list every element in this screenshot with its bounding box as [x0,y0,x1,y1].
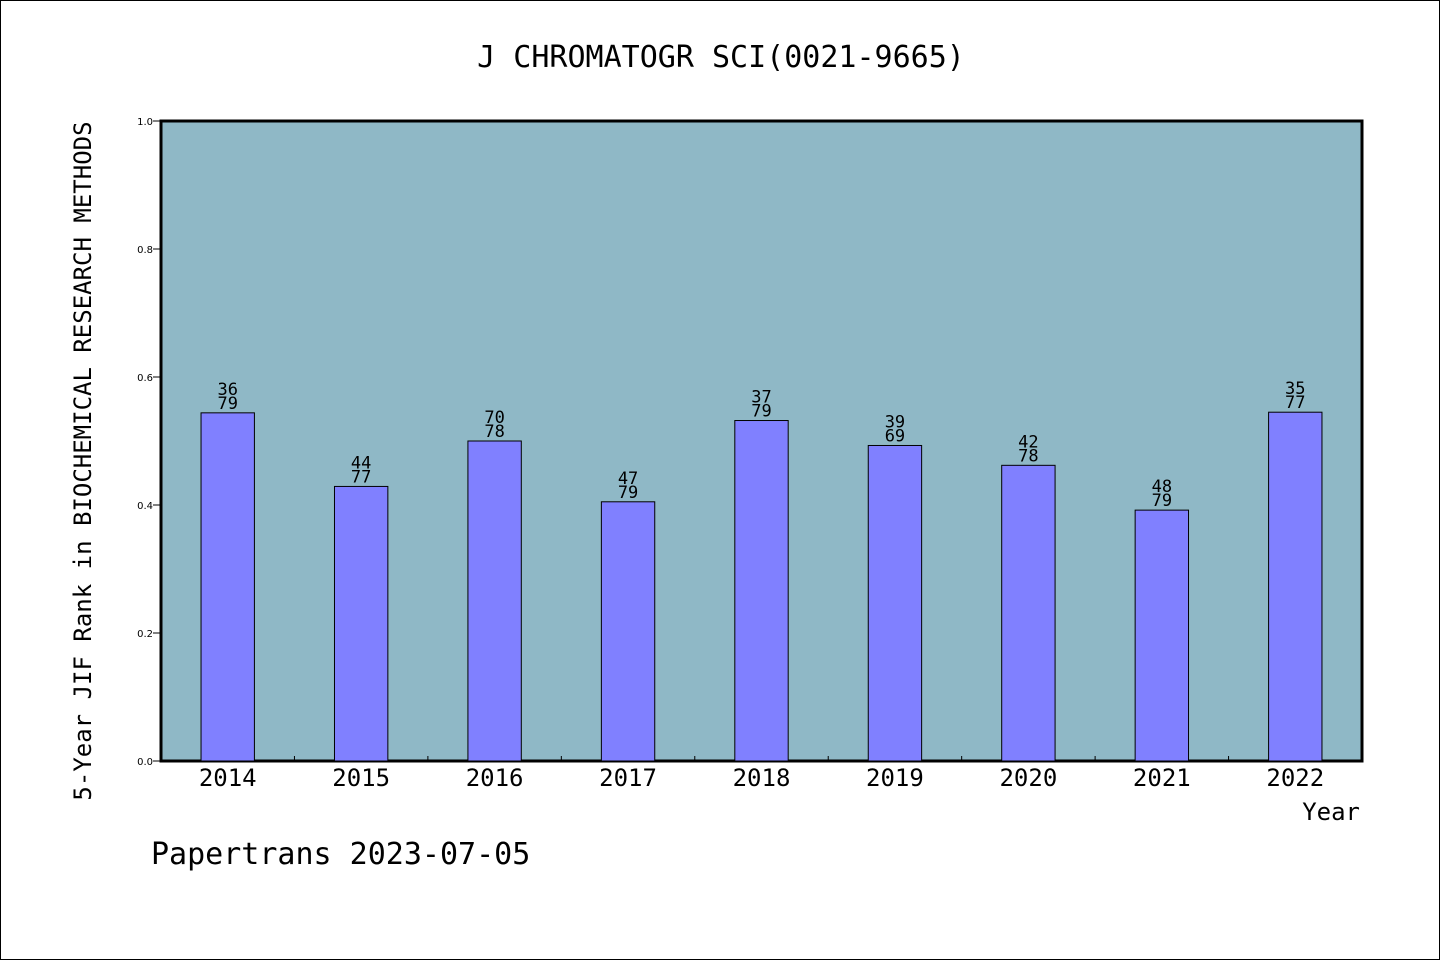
bar-2020 [1001,464,1056,762]
bar-2016 [467,440,522,762]
y-axis-label: 5-Year JIF Rank in BIOCHEMICAL RESEARCH … [69,121,97,800]
y-tick-label: 0.4 [137,501,153,512]
bar-total-label: 77 [351,467,371,487]
bar-total-label: 78 [1018,446,1038,466]
bar-total-label: 79 [217,394,237,414]
bar-rank-label: 35 [1285,379,1305,399]
bar-2021 [1134,509,1190,762]
x-tick-label: 2015 [332,764,390,792]
bar-rank-label: 70 [484,408,504,428]
bar-rank-label: 36 [217,380,237,400]
bar-rank-label: 42 [1018,432,1038,452]
bar-2014 [200,412,255,762]
x-tick-label: 2014 [199,764,257,792]
x-tick-label: 2022 [1266,764,1324,792]
bar-rank-label: 37 [751,388,771,408]
bar-total-label: 69 [885,426,905,446]
x-tick-label: 2016 [466,764,524,792]
y-tick-label: 0.8 [137,245,153,256]
bar-rank-label: 39 [885,412,905,432]
x-tick-label: 2018 [733,764,791,792]
x-tick-label: 2019 [866,764,924,792]
bar-total-label: 77 [1285,393,1305,413]
bar-2022 [1268,411,1323,762]
y-axis: 0.0 0.2 0.4 0.6 0.8 1.0 [137,117,161,768]
bar-rank-label: 44 [351,453,371,473]
bar-total-label: 79 [1152,491,1172,511]
x-tick-label: 2020 [999,764,1057,792]
chart-title: J CHROMATOGR SCI(0021-9665) [477,40,965,75]
y-tick-label: 0.6 [137,373,153,384]
bar-total-label: 78 [484,422,504,442]
bar-rank-label: 48 [1152,477,1172,497]
y-tick-label: 0.0 [137,757,153,768]
bar-2017 [600,501,656,762]
x-axis: 2014 2015 2016 2017 2018 2019 2020 2021 2022 [199,756,1324,792]
bar-total-label: 79 [751,402,771,422]
bar-2019 [867,444,923,762]
x-axis-label: Year [1302,798,1360,826]
y-tick-label: 1.0 [137,117,153,128]
bar-2018 [734,420,789,762]
x-tick-label: 2017 [599,764,657,792]
bar-total-label: 79 [618,483,638,503]
y-tick-label: 0.2 [137,629,153,640]
x-tick-label: 2021 [1133,764,1191,792]
bar-2015 [333,485,389,762]
footer-note: Papertrans 2023-07-05 [151,837,530,872]
bar-rank-label: 47 [618,469,638,489]
